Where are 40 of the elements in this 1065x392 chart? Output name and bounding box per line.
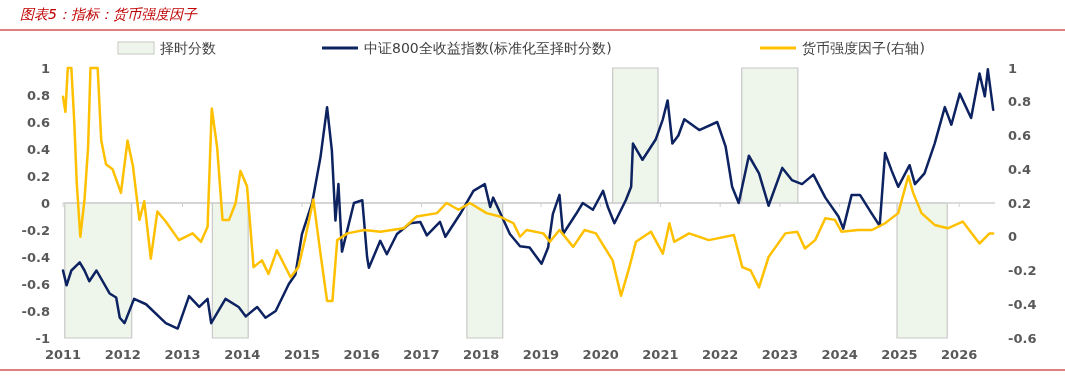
y2-tick-label: 1	[1008, 60, 1018, 76]
y2-tick-label: -0.4	[1008, 296, 1037, 312]
x-tick-label: 2024	[821, 347, 858, 362]
y2-tick-label: 0.4	[1008, 161, 1032, 177]
x-tick-label: 2015	[283, 347, 321, 362]
chart-title: 图表5：指标：货币强度因子	[20, 6, 198, 22]
y2-tick-label: 0.6	[1008, 128, 1032, 143]
y-tick-label: -0.4	[21, 249, 50, 265]
x-tick-label: 2021	[642, 347, 679, 362]
y-tick-label: 0.4	[26, 141, 50, 157]
legend-label: 择时分数	[160, 40, 216, 56]
x-tick-label: 2019	[522, 347, 560, 362]
x-tick-label: 2011	[44, 347, 82, 362]
x-tick-label: 2014	[224, 347, 261, 362]
y2-tick-label: 0.2	[1008, 195, 1032, 211]
y-tick-label: 0.8	[26, 87, 50, 103]
y-tick-label: -1	[35, 330, 50, 346]
y-tick-label: 0.2	[26, 168, 50, 184]
x-tick-label: 2025	[881, 347, 918, 362]
y-tick-label: -0.2	[21, 222, 50, 238]
x-tick-label: 2023	[761, 347, 799, 362]
y-tick-label: -0.8	[21, 303, 50, 319]
x-tick-label: 2012	[104, 347, 141, 362]
legend-label: 货币强度因子(右轴)	[802, 40, 925, 56]
y-tick-label: -0.6	[21, 276, 50, 292]
y-tick-label: 1	[40, 60, 50, 76]
y2-tick-label: 0.8	[1008, 94, 1032, 110]
x-tick-label: 2018	[463, 347, 500, 362]
y2-tick-label: -0.2	[1008, 263, 1037, 278]
y2-tick-label: 0	[1008, 229, 1018, 245]
y-tick-label: 0	[40, 195, 50, 211]
x-tick-label: 2022	[702, 347, 739, 362]
y2-tick-label: -0.6	[1008, 330, 1037, 346]
x-tick-label: 2020	[582, 347, 619, 362]
x-tick-label: 2016	[343, 347, 380, 362]
x-tick-label: 2017	[403, 347, 440, 362]
x-tick-label: 2026	[941, 347, 978, 362]
legend-label: 中证800全收益指数(标准化至择时分数)	[364, 40, 612, 56]
x-tick-label: 2013	[164, 347, 201, 362]
y-tick-label: 0.6	[26, 114, 50, 130]
